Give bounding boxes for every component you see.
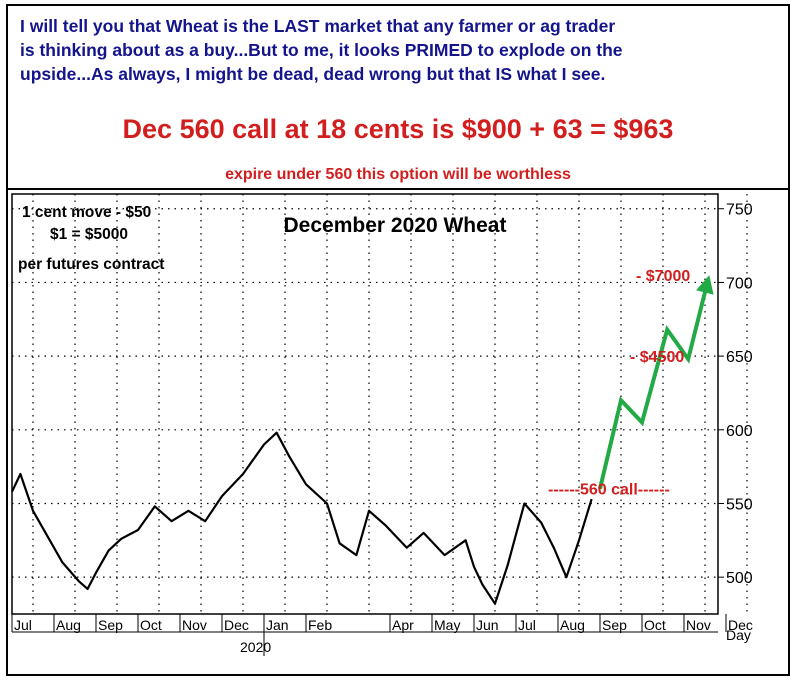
x-tick-label: Apr — [392, 617, 414, 633]
commentary-line-2: is thinking about as a buy...But to me, … — [20, 40, 623, 60]
x-tick-label: Jan — [266, 617, 289, 633]
chart-axis-box — [11, 193, 719, 615]
x-tick-label: Jul — [518, 617, 536, 633]
x-tick-label: Aug — [560, 617, 585, 633]
projection-arrow-line — [598, 284, 709, 490]
x-tick-label: Dec — [728, 617, 753, 633]
note-per-contract: per futures contract — [18, 256, 165, 273]
y-axis: 500 550 600 650 700 750 — [718, 202, 753, 587]
x-tick-label: Dec — [224, 617, 249, 633]
x-tick-label: May — [434, 617, 460, 633]
price-series-line — [11, 431, 593, 605]
chart-title: December 2020 Wheat — [284, 214, 507, 237]
x-tick-label: Jun — [476, 617, 499, 633]
commentary-line-1: I will tell you that Wheat is the LAST m… — [20, 16, 616, 36]
y-tick-label: 500 — [726, 570, 753, 587]
x-tick-label: Oct — [644, 617, 666, 633]
annotation-label: - $7000 — [636, 268, 690, 285]
projection-arrow-head — [696, 275, 714, 295]
annotation-label: - $4500 — [630, 349, 684, 366]
x-axis: Jul Aug Sep Oct Nov Dec Jan Feb Apr May Jun Jul Aug S… — [11, 614, 753, 656]
y-tick-label: 600 — [726, 423, 753, 440]
grid — [12, 194, 748, 614]
x-tick-label: Sep — [602, 617, 627, 633]
y-tick-label: 700 — [726, 275, 753, 292]
note-dollar-move: $1 = $5000 — [50, 226, 129, 243]
note-cent-move: 1 cent move - $50 — [22, 204, 152, 221]
x-tick-label: Sep — [98, 617, 123, 633]
x-tick-label: Aug — [56, 617, 81, 633]
y-tick-label: 650 — [726, 349, 753, 366]
x-tick-label: Nov — [182, 617, 207, 633]
x-tick-label: Jul — [14, 617, 32, 633]
figure-frame: I will tell you that Wheat is the LAST m… — [6, 4, 790, 676]
x-tick-label: Feb — [308, 617, 332, 633]
x-axis-unit-label: Day — [726, 627, 751, 643]
y-tick-label: 550 — [726, 496, 753, 513]
subline: expire under 560 this option will be wor… — [225, 166, 571, 183]
commentary-box: I will tell you that Wheat is the LAST m… — [8, 6, 788, 190]
commentary-line-3: upside...As always, I might be dead, dea… — [20, 64, 606, 84]
x-tick-label: Nov — [686, 617, 711, 633]
year-label: 2020 — [240, 639, 271, 655]
y-tick-label: 750 — [726, 202, 753, 219]
headline: Dec 560 call at 18 cents is $900 + 63 = … — [122, 114, 674, 144]
x-tick-label: Oct — [140, 617, 162, 633]
annotations: ------560 call------ - $4500 - $7000 — [548, 268, 690, 499]
annotation-label: ------560 call------ — [548, 482, 670, 499]
